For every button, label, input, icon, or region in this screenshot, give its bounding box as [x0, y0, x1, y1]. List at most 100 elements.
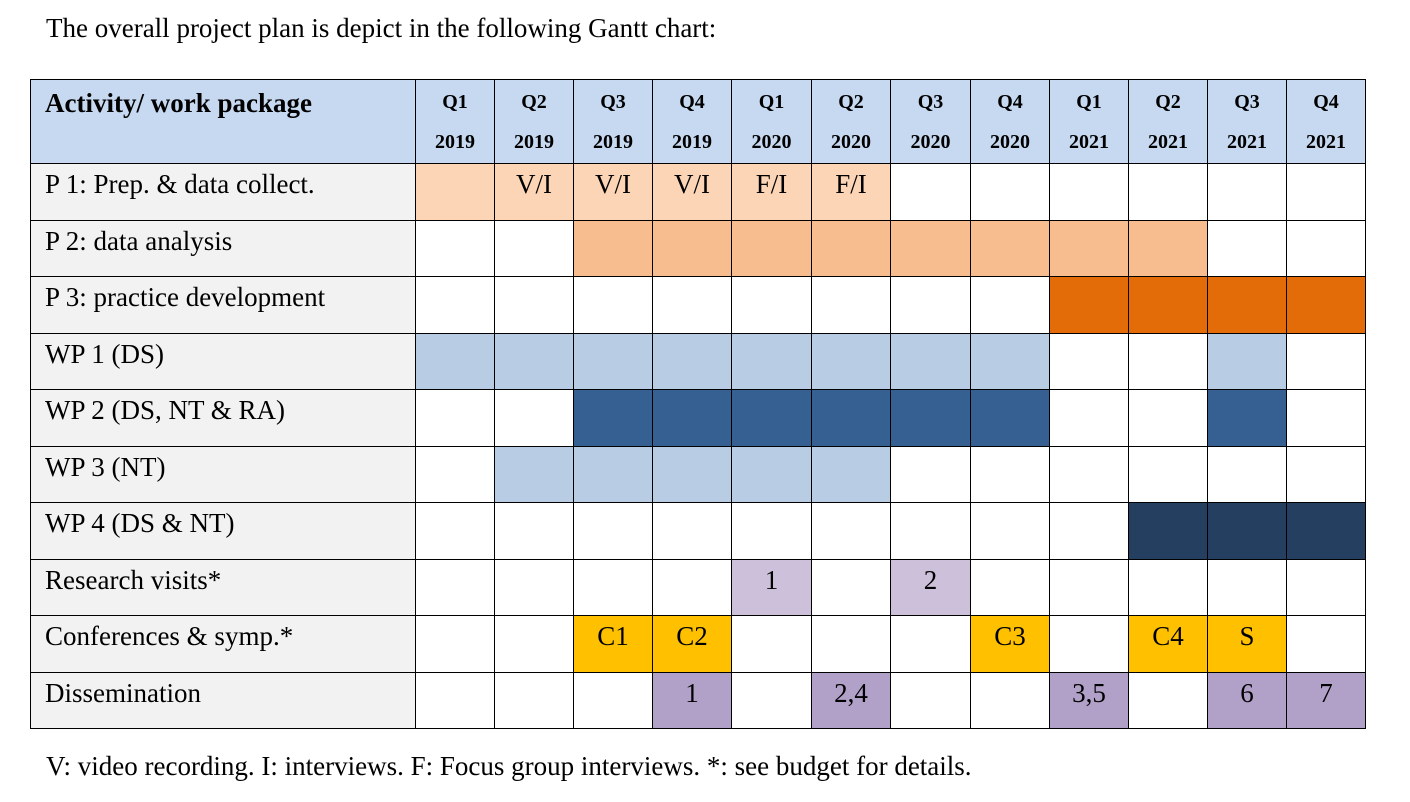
- gantt-row: WP 4 (DS & NT): [30, 502, 1366, 560]
- activity-label: P 3: practice development: [30, 276, 416, 334]
- gantt-cell: [1286, 163, 1366, 221]
- gantt-row: Conferences & symp.* C1 C2 C3 C4 S: [30, 615, 1366, 673]
- gantt-cell: [494, 219, 574, 277]
- gantt-cell: 2: [890, 558, 971, 616]
- quarter-header: Q2 2020: [811, 79, 891, 164]
- gantt-row: P 2: data analysis: [30, 219, 1366, 277]
- gantt-cell: [1207, 389, 1287, 447]
- gantt-cell: [652, 558, 732, 616]
- gantt-cell: [652, 445, 732, 503]
- gantt-cell: [1049, 445, 1129, 503]
- quarter-header: Q4 2021: [1286, 79, 1366, 164]
- quarter-year: 2019: [435, 130, 475, 153]
- gantt-cell: [890, 276, 971, 334]
- gantt-cell: [494, 615, 574, 673]
- quarter-label: Q1: [1076, 90, 1102, 113]
- gantt-cell: [811, 219, 891, 277]
- gantt-cell: [811, 389, 891, 447]
- gantt-cell: [1049, 219, 1129, 277]
- gantt-cell: [415, 558, 495, 616]
- gantt-cell: [652, 276, 732, 334]
- gantt-row: WP 3 (NT): [30, 445, 1366, 503]
- gantt-cell: [1286, 332, 1366, 390]
- gantt-cell: [1286, 558, 1366, 616]
- gantt-cell: [573, 219, 653, 277]
- gantt-cell: [811, 445, 891, 503]
- activity-label: Research visits*: [30, 558, 416, 616]
- gantt-cell: [494, 502, 574, 560]
- gantt-cell: [890, 332, 971, 390]
- gantt-cell: [494, 389, 574, 447]
- gantt-row: WP 2 (DS, NT & RA): [30, 389, 1366, 447]
- gantt-cell: [1049, 558, 1129, 616]
- quarter-label: Q1: [442, 90, 468, 113]
- activity-column-header: Activity/ work package: [30, 79, 416, 164]
- gantt-cell: [1049, 389, 1129, 447]
- gantt-cell: [1286, 445, 1366, 503]
- activity-label: Conferences & symp.*: [30, 615, 416, 673]
- gantt-cell: V/I: [652, 163, 732, 221]
- gantt-cell: V/I: [494, 163, 574, 221]
- activity-label: P 2: data analysis: [30, 219, 416, 277]
- quarter-year: 2020: [831, 130, 871, 153]
- intro-text: The overall project plan is depict in th…: [46, 13, 717, 43]
- gantt-cell: [1207, 332, 1287, 390]
- gantt-cell: 3,5: [1049, 671, 1129, 729]
- quarter-year: 2019: [514, 130, 554, 153]
- gantt-cell: [1286, 502, 1366, 560]
- gantt-cell: [970, 332, 1050, 390]
- gantt-cell: 7: [1286, 671, 1366, 729]
- quarter-label: Q2: [521, 90, 547, 113]
- gantt-cell: [1207, 219, 1287, 277]
- gantt-cell: [573, 445, 653, 503]
- gantt-cell: [573, 502, 653, 560]
- gantt-cell: [731, 671, 812, 729]
- quarter-year: 2020: [990, 130, 1030, 153]
- gantt-cell: [573, 389, 653, 447]
- gantt-cell: [1207, 163, 1287, 221]
- gantt-cell: 2,4: [811, 671, 891, 729]
- quarter-label: Q4: [679, 90, 705, 113]
- quarter-header: Q2 2021: [1128, 79, 1208, 164]
- quarter-year: 2020: [910, 130, 951, 153]
- gantt-cell: [415, 445, 495, 503]
- gantt-cell: V/I: [573, 163, 653, 221]
- gantt-cell: [1286, 276, 1366, 334]
- gantt-cell: [415, 163, 495, 221]
- gantt-cell: [811, 276, 891, 334]
- gantt-cell: [970, 219, 1050, 277]
- gantt-cell: [811, 502, 891, 560]
- quarter-header: Q1 2021: [1049, 79, 1129, 164]
- gantt-cell: [890, 502, 971, 560]
- gantt-cell: [1128, 445, 1208, 503]
- gantt-cell: [1128, 219, 1208, 277]
- gantt-cell: [731, 219, 812, 277]
- gantt-cell: [731, 276, 812, 334]
- gantt-cell: [494, 276, 574, 334]
- gantt-cell: [731, 445, 812, 503]
- quarter-year: 2019: [672, 130, 712, 153]
- gantt-row: WP 1 (DS): [30, 332, 1366, 390]
- gantt-cell: [1207, 445, 1287, 503]
- gantt-cell: [731, 332, 812, 390]
- gantt-cell: [970, 502, 1050, 560]
- gantt-row: P 3: practice development: [30, 276, 1366, 334]
- activity-label: Dissemination: [30, 671, 416, 729]
- gantt-cell: [811, 558, 891, 616]
- gantt-cell: [1049, 502, 1129, 560]
- gantt-cell: [494, 445, 574, 503]
- gantt-cell: C2: [652, 615, 732, 673]
- quarter-header: Q3 2021: [1207, 79, 1287, 164]
- gantt-cell: [1286, 615, 1366, 673]
- gantt-cell: [1286, 389, 1366, 447]
- gantt-cell: [573, 332, 653, 390]
- gantt-cell: [970, 276, 1050, 334]
- gantt-cell: [1128, 332, 1208, 390]
- gantt-cell: [1207, 558, 1287, 616]
- gantt-cell: [1128, 163, 1208, 221]
- quarter-year: 2021: [1148, 130, 1188, 153]
- gantt-cell: 6: [1207, 671, 1287, 729]
- gantt-cell: [1049, 163, 1129, 221]
- quarter-label: Q2: [838, 90, 864, 113]
- gantt-cell: [1207, 276, 1287, 334]
